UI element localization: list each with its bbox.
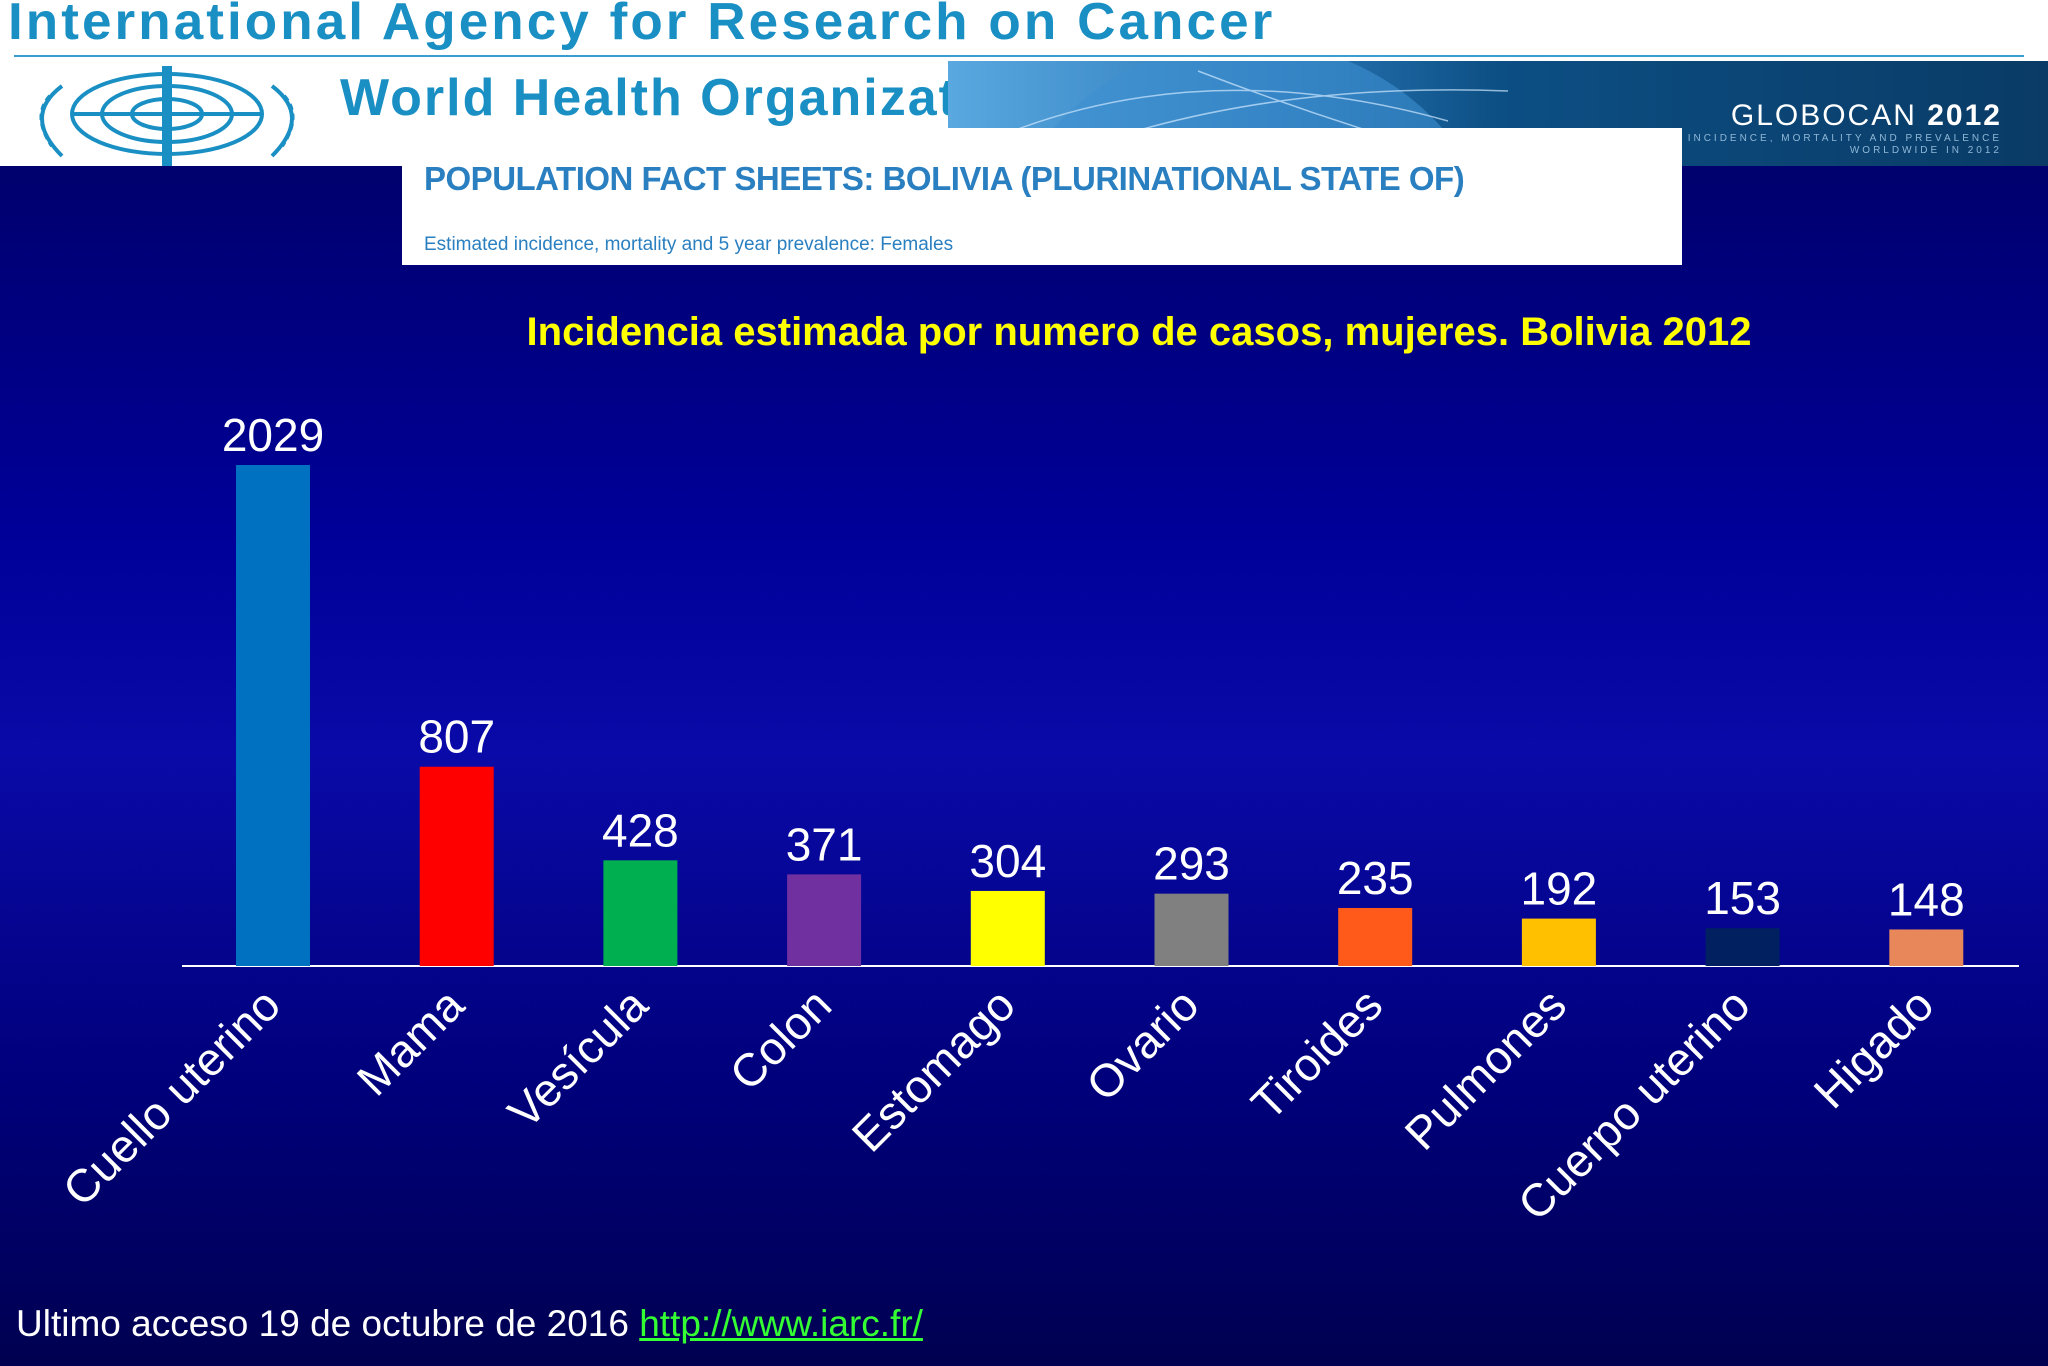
data-label: 807	[418, 711, 495, 763]
data-label: 153	[1704, 872, 1781, 924]
bar-0	[236, 465, 310, 966]
data-label: 235	[1337, 852, 1414, 904]
category-label: Cuello uterino	[53, 978, 290, 1215]
fact-sheet-subtitle: Estimated incidence, mortality and 5 yea…	[424, 234, 954, 255]
category-label: Mama	[347, 978, 474, 1105]
category-label: Higado	[1804, 978, 1944, 1118]
who-logo-icon	[39, 66, 295, 166]
globocan-subtitle: ESTIMATED CANCER INCIDENCE, MORTALITY AN…	[1532, 133, 2002, 156]
bar-7	[1521, 918, 1596, 966]
divider	[14, 55, 2024, 57]
data-label: 428	[602, 804, 679, 856]
category-label: Estomago	[842, 978, 1025, 1161]
footer: Ultimo acceso 19 de octubre de 2016 http…	[16, 1303, 923, 1345]
bar-5	[1154, 893, 1229, 966]
category-label: Colon	[719, 978, 841, 1100]
category-label: Vesícula	[498, 978, 658, 1138]
who-title: World Health Organization	[340, 76, 1042, 127]
data-label: 2029	[222, 409, 324, 461]
category-label: Tiroides	[1241, 978, 1392, 1129]
bar-2	[603, 860, 678, 966]
data-label: 192	[1521, 863, 1598, 915]
globocan-logo: GLOBOCAN 2012	[1730, 99, 2002, 132]
category-label: Pulmones	[1395, 978, 1576, 1159]
data-label: 304	[969, 835, 1046, 887]
bar-4	[970, 890, 1045, 966]
fact-sheet-box: POPULATION FACT SHEETS: BOLIVIA (PLURINA…	[402, 128, 1682, 265]
chart-title: Incidencia estimada por numero de casos,…	[526, 310, 1752, 354]
category-label: Ovario	[1076, 978, 1209, 1111]
data-label: 148	[1888, 873, 1965, 925]
iarc-link[interactable]: http://www.iarc.fr/	[639, 1303, 923, 1344]
fact-sheet-title: POPULATION FACT SHEETS: BOLIVIA (PLURINA…	[424, 160, 1465, 197]
data-label: 293	[1153, 838, 1230, 890]
bar-6	[1338, 907, 1413, 966]
bar-8	[1705, 928, 1780, 966]
bar-9	[1889, 929, 1964, 966]
data-label: 371	[786, 818, 863, 870]
footer-text: Ultimo acceso 19 de octubre de 2016	[16, 1303, 640, 1344]
bar-3	[787, 874, 862, 966]
bar-1	[419, 766, 494, 966]
iarc-title: International Agency for Research on Can…	[8, 0, 1276, 51]
